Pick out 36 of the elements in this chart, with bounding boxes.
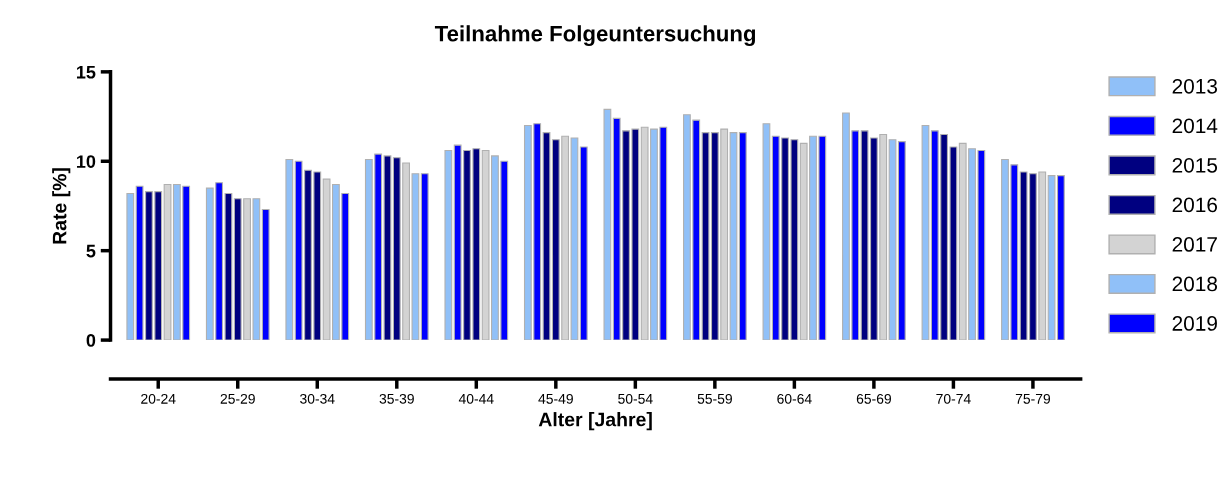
bar [261,208,270,341]
x-axis-title: Alter [Jahre] [538,412,652,431]
y-tick-label: 15 [76,65,96,79]
y-tick-label: 10 [76,155,96,168]
y-tick-label: 5 [86,244,96,258]
x-tick-label: 70-74 [936,393,971,404]
bar [579,146,588,341]
bar [444,149,453,341]
legend-label: 2019 [1172,316,1217,331]
x-tick-label: 60-64 [777,393,812,404]
x-tick-label: 65-69 [856,393,891,404]
bar [762,123,771,341]
x-tick-label: 20-24 [141,393,176,404]
bar [420,173,429,341]
bar [126,192,135,341]
bar [738,132,747,341]
x-tick-label: 35-39 [379,393,414,404]
x-tick-label: 55-59 [697,393,732,404]
legend-label: 2014 [1172,118,1218,134]
chart-title: Teilnahme Folgeuntersuchung [434,25,756,46]
x-tick-label: 45-49 [538,393,573,404]
y-axis-title: Rate [%] [52,168,71,244]
legend-label: 2013 [1172,78,1218,94]
legend-label: 2017 [1172,237,1217,252]
bar [285,158,294,341]
x-tick-label: 30-34 [300,393,335,404]
legend-label: 2016 [1172,197,1218,213]
x-tick-label: 40-44 [458,393,494,404]
x-tick-label: 50-54 [618,393,653,404]
legend-label: 2018 [1172,276,1218,292]
x-tick-label: 75-79 [1015,393,1051,404]
bar [603,108,612,341]
bar [921,124,930,341]
x-tick-label: 25-29 [220,393,255,404]
y-tick-label: 0 [86,334,96,347]
legend-label: 2015 [1172,157,1218,173]
